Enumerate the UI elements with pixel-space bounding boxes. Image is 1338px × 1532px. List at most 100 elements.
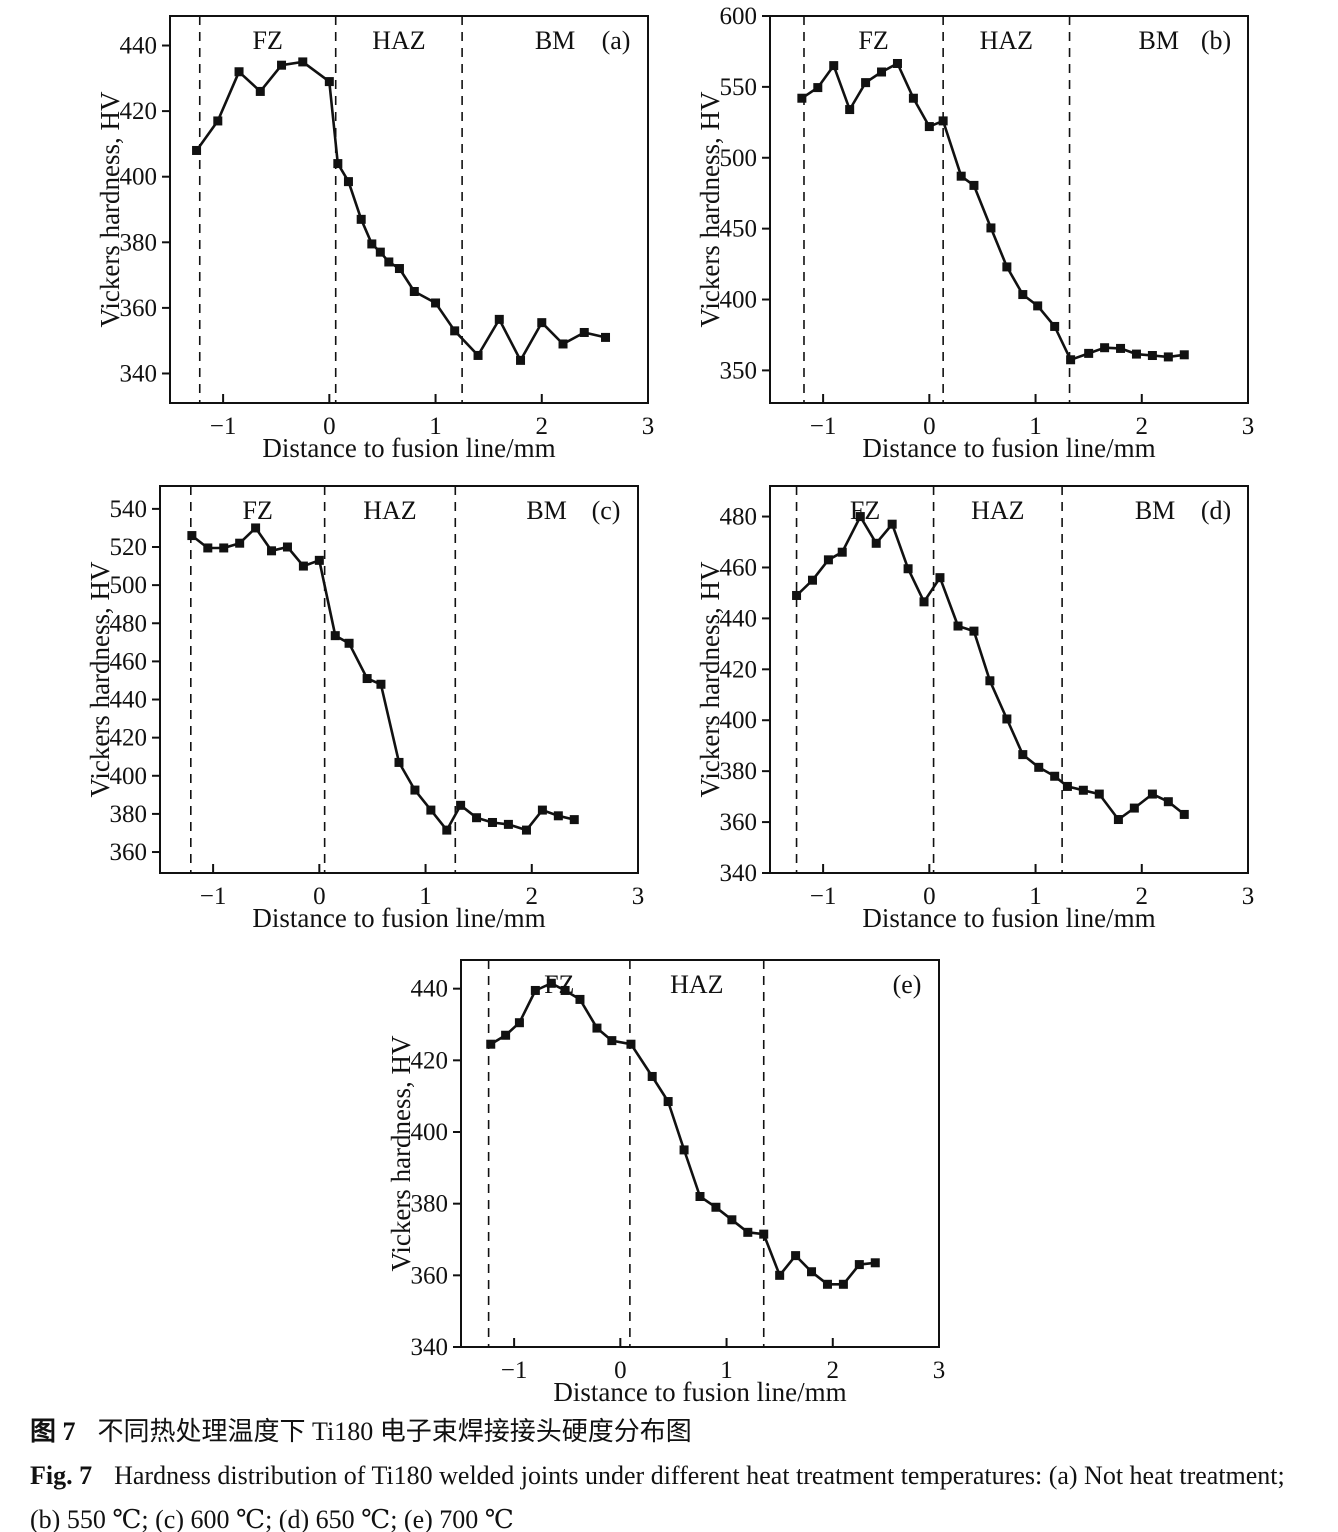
chart-svg: −1 0 1 2 3 340 360 380 400 420 440 FZ HAZ BM (a) Distan… <box>95 15 654 463</box>
zone-label: HAZ <box>372 26 425 55</box>
data-point-marker <box>560 985 570 995</box>
data-point-marker <box>871 538 881 548</box>
y-tick-label: 400 <box>720 707 758 734</box>
plot-border <box>460 959 940 1348</box>
data-point-marker <box>607 1036 617 1046</box>
y-tick-label: 380 <box>411 1191 449 1218</box>
data-point-marker <box>503 819 513 829</box>
data-point-marker <box>553 811 563 821</box>
data-point-marker <box>1002 714 1012 724</box>
data-point-marker <box>431 298 441 308</box>
data-point-marker <box>314 555 324 565</box>
zone-label: FZ <box>850 496 880 525</box>
y-tick-label: 480 <box>720 504 758 531</box>
caption-en-text: Hardness distribution of Ti180 welded jo… <box>114 1461 1285 1490</box>
y-tick-label: 600 <box>720 3 758 30</box>
y-tick-label: 400 <box>720 287 758 314</box>
data-point-marker <box>394 264 404 274</box>
x-tick-label: 1 <box>419 883 432 910</box>
zone-label: BM <box>526 496 566 525</box>
y-axis-label: Vickers hardness, HV <box>695 561 725 798</box>
data-point-marker <box>558 339 568 349</box>
data-point-marker <box>384 257 394 267</box>
x-axis-label: Distance to fusion line/mm <box>262 433 555 463</box>
x-axis-label: Distance to fusion line/mm <box>862 433 1155 463</box>
panel-letter: (a) <box>602 26 631 55</box>
data-point-marker <box>837 547 847 557</box>
data-point-marker <box>924 122 934 132</box>
caption-zh-text: 不同热处理温度下 Ti180 电子束焊接接头硬度分布图 <box>97 1417 692 1446</box>
data-point-marker <box>579 327 589 337</box>
data-point-marker <box>1078 785 1088 795</box>
caption-line-en: Fig. 7 Hardness distribution of Ti180 wel… <box>30 1456 1320 1496</box>
data-point-marker <box>1179 809 1189 819</box>
chart-svg: −1 0 1 2 3 350 400 450 500 550 600 FZ HAZ BM (b) Distan… <box>695 3 1254 463</box>
x-tick-label: 2 <box>1136 413 1149 440</box>
data-point-marker <box>277 60 287 70</box>
y-tick-label: 440 <box>411 976 449 1003</box>
data-point-marker <box>775 1270 785 1280</box>
data-point-marker <box>344 638 354 648</box>
data-point-marker <box>1094 789 1104 799</box>
y-axis-label: Vickers hardness, HV <box>386 1035 416 1272</box>
y-tick-label: 520 <box>110 534 148 561</box>
x-tick-label: −1 <box>810 883 837 910</box>
x-axis-label: Distance to fusion line/mm <box>862 903 1155 933</box>
data-point-marker <box>829 61 839 71</box>
panel-letter: (e) <box>893 970 922 999</box>
x-tick-label: 1 <box>720 1357 733 1384</box>
zone-label: BM <box>1139 26 1179 55</box>
chart-panel-a: −1 0 1 2 3 340 360 380 400 420 440 FZ HAZ BM (a) Distan… <box>95 2 660 472</box>
zone-label: HAZ <box>980 26 1033 55</box>
y-tick-label: 440 <box>120 33 158 60</box>
data-point-marker <box>442 825 452 835</box>
y-tick-label: 440 <box>720 605 758 632</box>
x-tick-label: −1 <box>501 1357 528 1384</box>
data-point-marker <box>521 825 531 835</box>
data-point-marker <box>514 1018 524 1028</box>
data-point-marker <box>187 531 197 541</box>
data-point-marker <box>743 1227 753 1237</box>
x-tick-label: 1 <box>429 413 442 440</box>
caption-en-label: Fig. 7 <box>30 1461 93 1490</box>
zone-label: HAZ <box>363 496 416 525</box>
y-tick-label: 420 <box>110 725 148 752</box>
data-point-marker <box>1033 301 1043 311</box>
y-axis-label: Vickers hardness, HV <box>695 91 725 328</box>
data-point-marker <box>792 590 802 600</box>
y-tick-label: 540 <box>110 496 148 523</box>
data-point-marker <box>267 546 277 556</box>
data-point-marker <box>1002 262 1012 272</box>
data-point-marker <box>575 994 585 1004</box>
data-point-marker <box>1116 343 1126 353</box>
hardness-series-line <box>490 982 876 1286</box>
data-point-marker <box>1066 355 1076 365</box>
data-point-marker <box>823 555 833 565</box>
data-point-marker <box>235 538 245 548</box>
data-point-marker <box>456 800 466 810</box>
data-point-marker <box>797 93 807 103</box>
data-point-marker <box>903 564 913 574</box>
data-point-marker <box>450 326 460 336</box>
data-point-marker <box>410 785 420 795</box>
data-point-marker <box>592 1023 602 1033</box>
chart-panel-b: −1 0 1 2 3 350 400 450 500 550 600 FZ HAZ BM (b) Distan… <box>695 2 1260 472</box>
data-point-marker <box>501 1030 511 1040</box>
data-point-marker <box>530 985 540 995</box>
data-point-marker <box>376 679 386 689</box>
y-tick-label: 360 <box>120 295 158 322</box>
data-point-marker <box>1163 352 1173 362</box>
zone-label: BM <box>535 26 575 55</box>
data-point-marker <box>870 1258 880 1268</box>
data-point-marker <box>861 78 871 88</box>
data-point-marker <box>192 145 202 155</box>
data-point-marker <box>1050 321 1060 331</box>
data-point-marker <box>711 1202 721 1212</box>
y-tick-label: 440 <box>110 687 148 714</box>
chart-svg: −1 0 1 2 3 360 380 400 420 440 460 480 500 520 540 FZ HA… <box>85 485 644 933</box>
data-point-marker <box>956 171 966 181</box>
y-tick-label: 420 <box>411 1047 449 1074</box>
chart-panel-d: −1 0 1 2 3 340 360 380 400 420 440 460 480 FZ HAZ BM (d)… <box>695 472 1260 942</box>
data-point-marker <box>472 813 482 823</box>
data-point-marker <box>409 286 419 296</box>
